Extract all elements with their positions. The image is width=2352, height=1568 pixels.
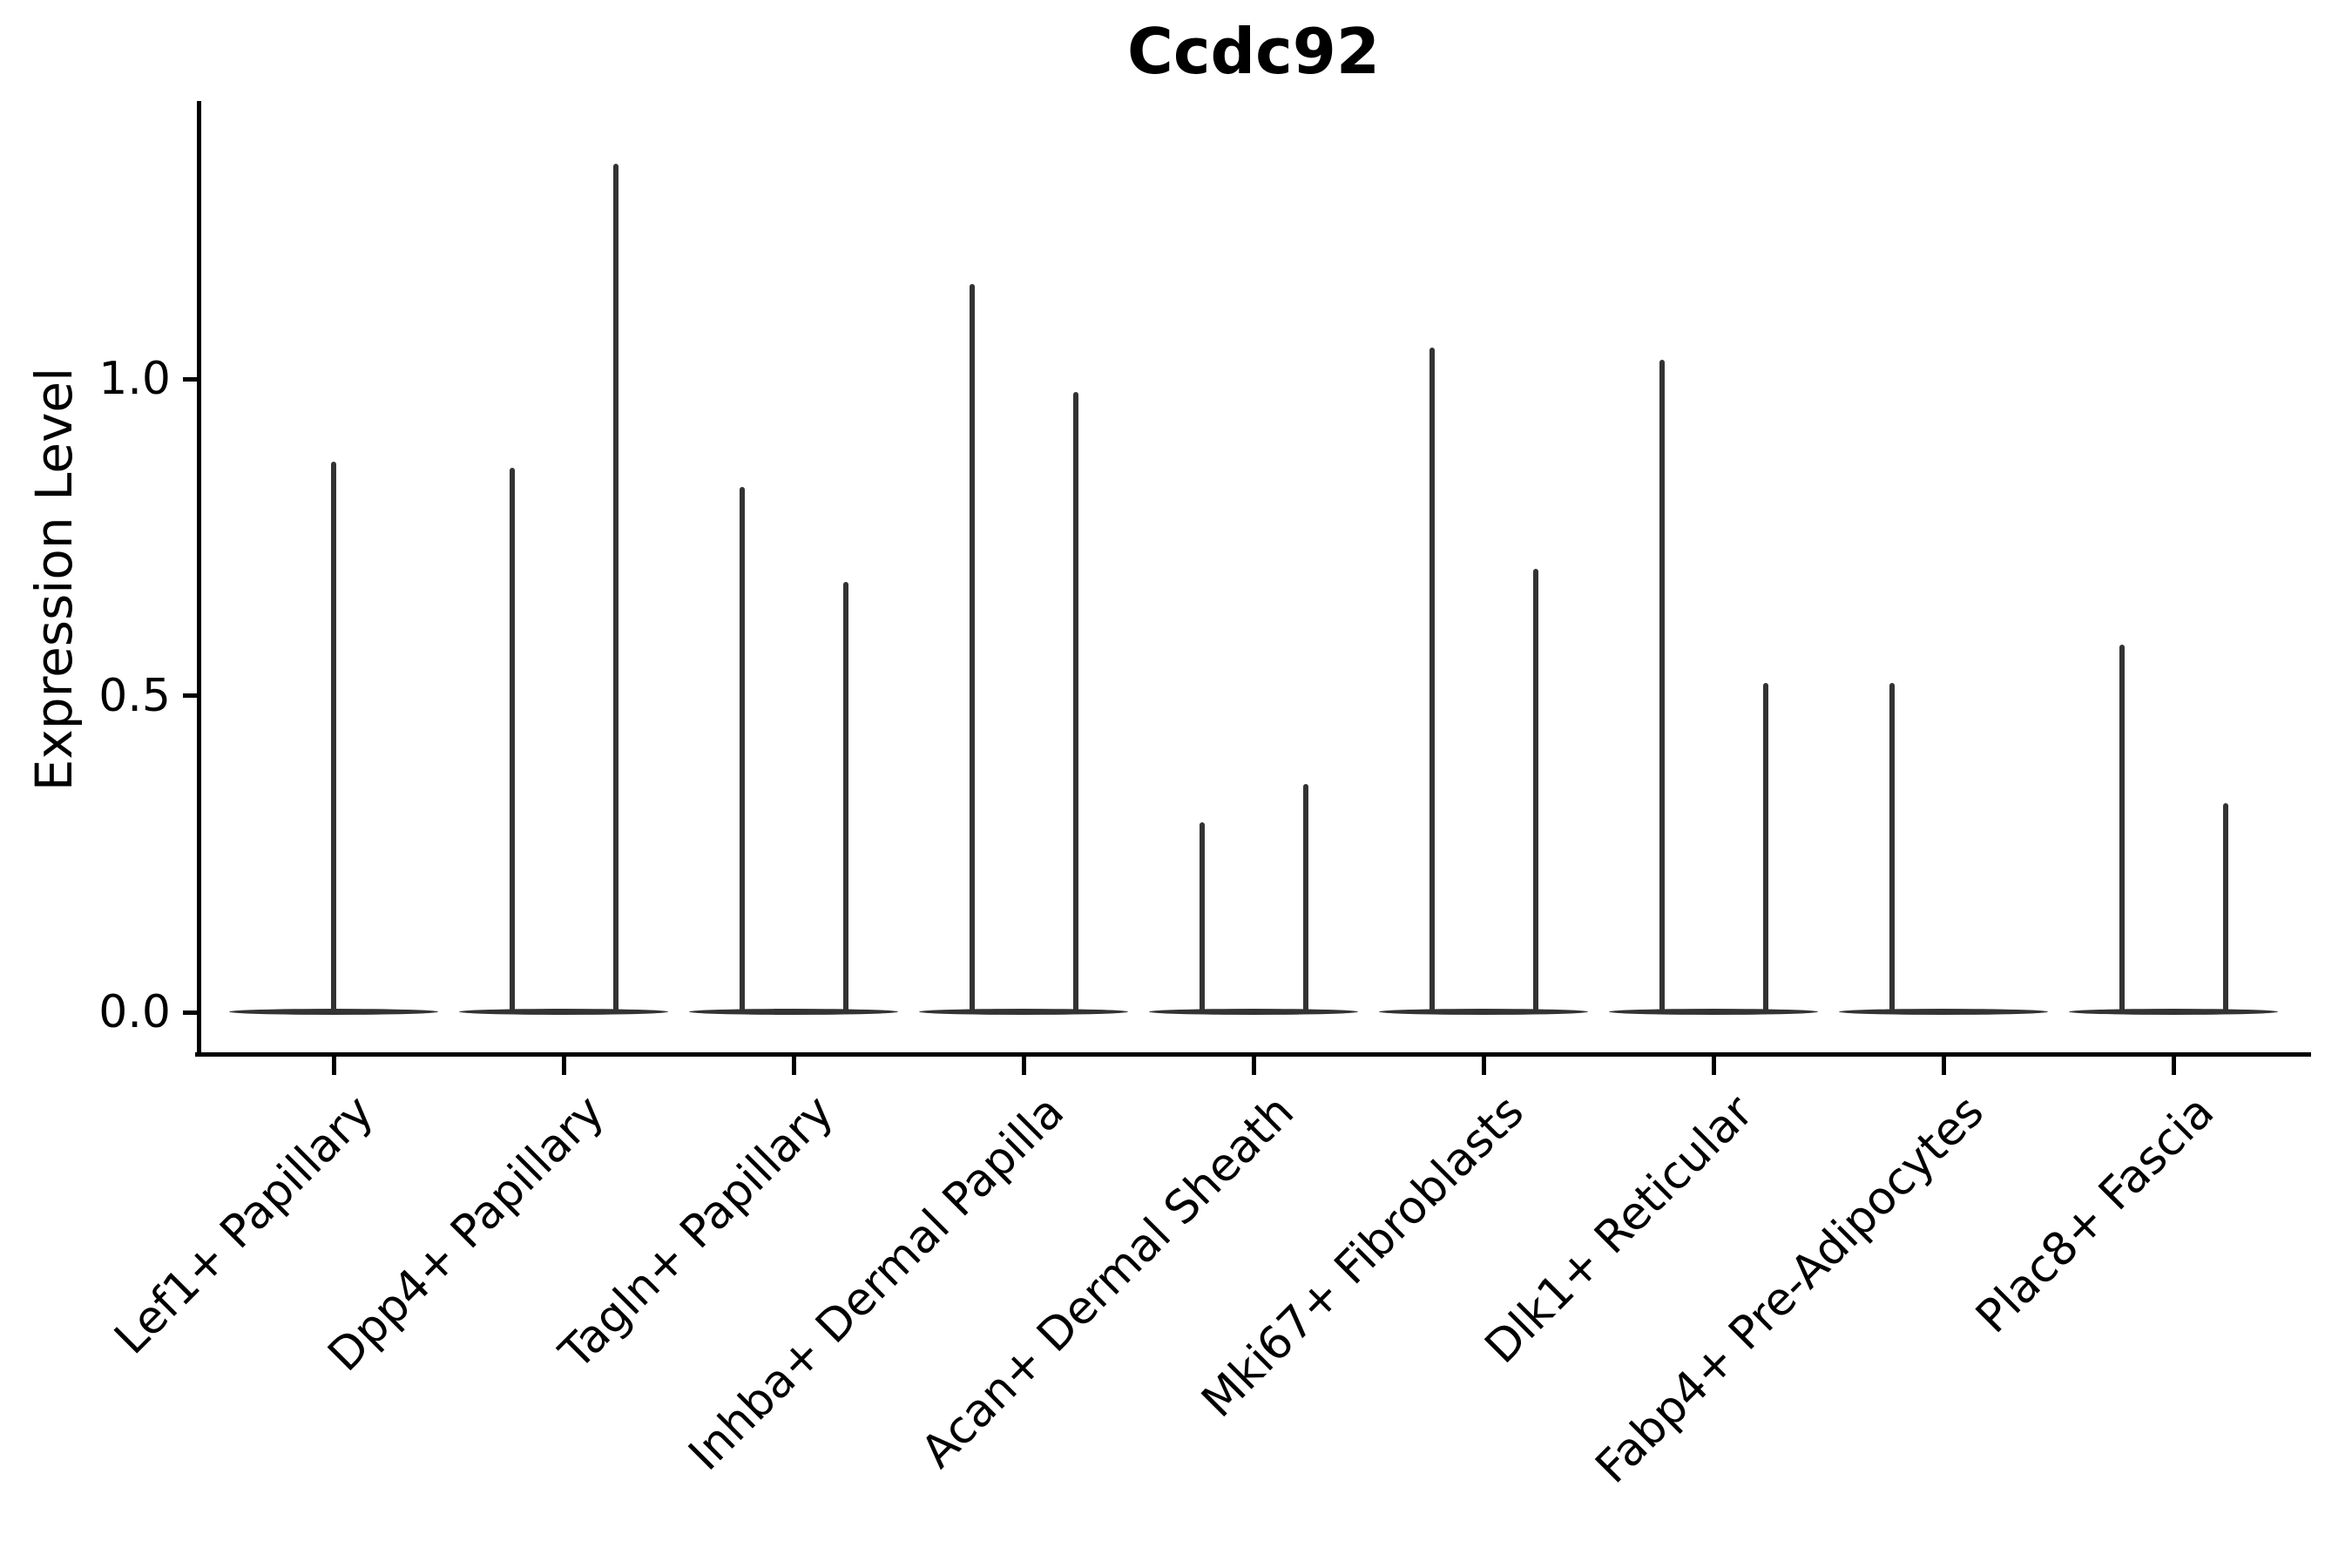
y-tick-label: 0.0 [98, 986, 171, 1038]
y-axis-spine [197, 101, 201, 1057]
violin-spike [1532, 569, 1538, 1014]
x-tick [1021, 1056, 1026, 1075]
violin-spike [1429, 347, 1435, 1014]
violin-pancake [919, 1008, 1128, 1015]
violin-spike [509, 467, 515, 1014]
x-tick [791, 1056, 796, 1075]
x-tick [1481, 1056, 1486, 1075]
x-tick [561, 1056, 566, 1075]
violin-spike [1302, 784, 1308, 1014]
violin-spike [612, 163, 618, 1014]
violin-pancake [459, 1008, 668, 1015]
violin-pancake [1609, 1008, 1818, 1015]
x-axis-spine [195, 1052, 2311, 1057]
violin-pancake [1149, 1008, 1358, 1015]
violin-spike [1659, 360, 1665, 1014]
y-tick [183, 376, 198, 382]
violin-spike [1889, 682, 1895, 1014]
violin-pancake [1379, 1008, 1588, 1015]
x-tick [2171, 1056, 2176, 1075]
x-tick-label: Inhba+ Dermal Papilla [679, 1085, 1074, 1481]
violin-spike [1762, 682, 1768, 1014]
y-tick [183, 1010, 198, 1015]
violin-spike [739, 486, 745, 1014]
violin-spike [331, 461, 336, 1014]
y-axis-label: Expression Level [24, 367, 84, 792]
x-tick [1711, 1056, 1716, 1075]
y-tick [183, 693, 198, 698]
x-tick [1251, 1056, 1256, 1075]
violin-spike [2222, 803, 2228, 1014]
violin-spike [2119, 645, 2125, 1014]
x-tick-label: Plac8+ Fascia [1965, 1085, 2224, 1344]
violin-pancake [2069, 1008, 2278, 1015]
x-tick [1941, 1056, 1946, 1075]
violin-spike [1072, 391, 1078, 1014]
violin-spike [1199, 821, 1205, 1014]
x-tick-label: Fabp4+ Pre-Adipocytes [1585, 1085, 1994, 1494]
x-tick [331, 1056, 336, 1075]
y-tick-label: 1.0 [98, 353, 171, 405]
violin-spike [842, 581, 848, 1014]
violin-pancake [1839, 1008, 2048, 1015]
x-tick-label: Acan+ Dermal Sheath [911, 1085, 1304, 1478]
chart-title: Ccdc92 [1127, 15, 1380, 88]
violin-pancake [689, 1008, 898, 1015]
violin-spike [969, 283, 975, 1014]
y-tick-label: 0.5 [98, 669, 171, 722]
